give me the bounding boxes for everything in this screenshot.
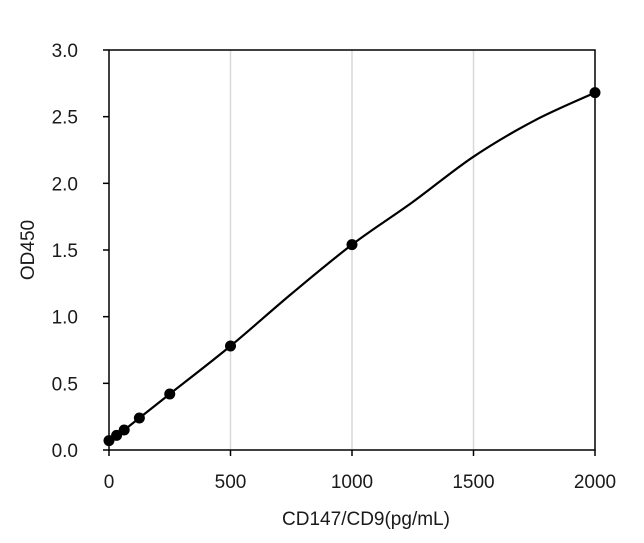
data-point <box>164 388 176 400</box>
x-tick-label: 1000 <box>331 472 373 493</box>
x-tick-label: 500 <box>215 472 247 493</box>
data-points <box>103 87 601 447</box>
x-axis-title: CD147/CD9(pg/mL) <box>282 509 450 530</box>
y-tick-label: 0.5 <box>52 374 78 395</box>
y-tick-label: 1.5 <box>52 241 78 262</box>
y-tick-label: 2.5 <box>52 108 78 129</box>
data-point <box>225 340 236 352</box>
data-point <box>133 412 145 424</box>
data-point <box>346 239 358 251</box>
axis-ticks: 0 500 1000 1500 2000 0.0 0.5 1.0 1.5 2.0 2.5 3.0 <box>52 41 617 493</box>
y-tick-label: 0.0 <box>52 441 78 462</box>
x-tick-label: 0 <box>104 472 115 493</box>
y-tick-label: 1.0 <box>52 308 78 329</box>
x-tick-label: 1500 <box>452 472 494 493</box>
y-tick-label: 2.0 <box>52 174 78 195</box>
x-tick-label: 2000 <box>574 472 616 493</box>
data-point <box>589 87 601 99</box>
y-axis-title: OD450 <box>18 220 39 280</box>
y-tick-label: 3.0 <box>52 41 78 62</box>
data-point <box>118 424 130 436</box>
